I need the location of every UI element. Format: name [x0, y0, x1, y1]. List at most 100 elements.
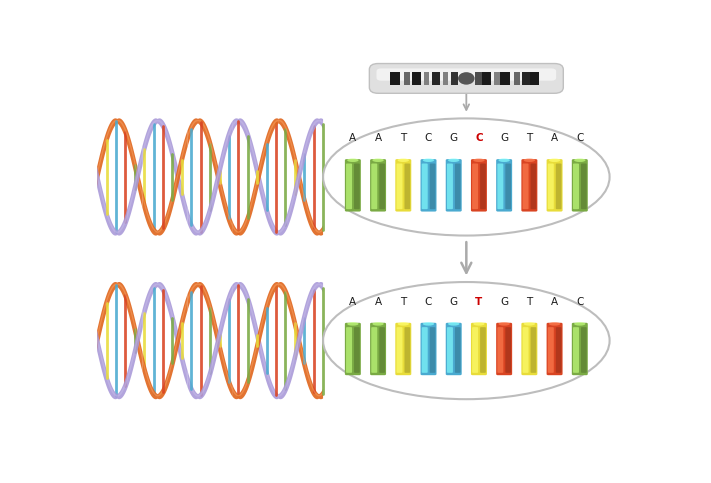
Text: C: C — [576, 297, 584, 307]
FancyBboxPatch shape — [573, 164, 579, 209]
Polygon shape — [278, 284, 323, 397]
FancyBboxPatch shape — [521, 323, 538, 375]
Text: C: C — [576, 133, 584, 143]
Polygon shape — [233, 282, 278, 399]
FancyBboxPatch shape — [506, 327, 511, 373]
Ellipse shape — [397, 158, 409, 162]
FancyBboxPatch shape — [420, 159, 437, 212]
FancyBboxPatch shape — [405, 327, 410, 373]
FancyBboxPatch shape — [556, 327, 562, 373]
Ellipse shape — [323, 118, 609, 236]
FancyBboxPatch shape — [379, 327, 385, 373]
Text: T: T — [400, 133, 407, 143]
FancyBboxPatch shape — [345, 159, 361, 212]
FancyBboxPatch shape — [422, 327, 428, 373]
Polygon shape — [97, 310, 142, 399]
Polygon shape — [142, 282, 188, 387]
Polygon shape — [233, 118, 278, 236]
Text: G: G — [449, 133, 458, 143]
FancyBboxPatch shape — [455, 164, 461, 209]
Polygon shape — [278, 118, 323, 236]
Polygon shape — [142, 298, 188, 397]
Text: G: G — [500, 133, 508, 143]
Ellipse shape — [498, 158, 510, 162]
FancyBboxPatch shape — [572, 323, 588, 375]
FancyBboxPatch shape — [496, 159, 512, 212]
FancyBboxPatch shape — [547, 327, 554, 373]
FancyBboxPatch shape — [480, 327, 486, 373]
Bar — [451, 72, 457, 85]
FancyBboxPatch shape — [429, 164, 435, 209]
Ellipse shape — [347, 158, 358, 162]
Bar — [500, 72, 510, 85]
Polygon shape — [97, 282, 142, 371]
Ellipse shape — [448, 158, 459, 162]
FancyBboxPatch shape — [471, 323, 487, 375]
Text: A: A — [349, 133, 356, 143]
FancyBboxPatch shape — [395, 323, 411, 375]
Polygon shape — [233, 120, 278, 233]
Ellipse shape — [549, 158, 560, 162]
FancyBboxPatch shape — [370, 159, 386, 212]
Text: G: G — [449, 297, 458, 307]
Polygon shape — [188, 121, 233, 236]
Ellipse shape — [423, 322, 434, 326]
FancyBboxPatch shape — [370, 323, 386, 375]
FancyBboxPatch shape — [530, 327, 536, 373]
FancyBboxPatch shape — [369, 64, 563, 93]
Polygon shape — [278, 282, 323, 399]
Ellipse shape — [423, 158, 434, 162]
Polygon shape — [188, 123, 233, 233]
Ellipse shape — [448, 322, 459, 326]
FancyBboxPatch shape — [446, 323, 461, 375]
Ellipse shape — [498, 322, 510, 326]
FancyBboxPatch shape — [497, 327, 503, 373]
Text: A: A — [375, 133, 382, 143]
Text: T: T — [400, 297, 407, 307]
Polygon shape — [188, 120, 233, 228]
FancyBboxPatch shape — [379, 164, 385, 209]
Polygon shape — [188, 287, 233, 397]
Text: A: A — [375, 297, 382, 307]
Polygon shape — [233, 282, 278, 399]
Bar — [390, 72, 400, 85]
Text: T: T — [526, 133, 533, 143]
Text: G: G — [500, 297, 508, 307]
Polygon shape — [142, 134, 188, 233]
FancyBboxPatch shape — [480, 164, 486, 209]
Bar — [404, 72, 410, 85]
Polygon shape — [97, 146, 142, 236]
Bar — [424, 72, 429, 85]
FancyBboxPatch shape — [345, 323, 361, 375]
Ellipse shape — [549, 322, 560, 326]
Polygon shape — [233, 284, 278, 397]
FancyBboxPatch shape — [371, 327, 378, 373]
Ellipse shape — [574, 158, 585, 162]
Polygon shape — [233, 284, 278, 397]
Polygon shape — [142, 118, 188, 224]
Bar — [514, 72, 520, 85]
Polygon shape — [188, 284, 233, 391]
Ellipse shape — [458, 72, 475, 85]
Text: C: C — [424, 133, 432, 143]
FancyBboxPatch shape — [523, 327, 528, 373]
Polygon shape — [97, 151, 142, 233]
FancyBboxPatch shape — [497, 164, 503, 209]
FancyBboxPatch shape — [447, 327, 453, 373]
Text: C: C — [424, 297, 432, 307]
Ellipse shape — [373, 322, 384, 326]
Text: A: A — [551, 133, 558, 143]
Text: A: A — [551, 297, 558, 307]
Polygon shape — [188, 284, 233, 399]
FancyBboxPatch shape — [472, 164, 478, 209]
Polygon shape — [278, 282, 323, 399]
FancyBboxPatch shape — [346, 164, 352, 209]
Text: A: A — [349, 297, 356, 307]
Bar — [530, 72, 539, 85]
Ellipse shape — [323, 282, 609, 399]
FancyBboxPatch shape — [455, 327, 461, 373]
FancyBboxPatch shape — [521, 159, 538, 212]
FancyBboxPatch shape — [354, 327, 360, 373]
FancyBboxPatch shape — [397, 327, 402, 373]
FancyBboxPatch shape — [581, 327, 587, 373]
